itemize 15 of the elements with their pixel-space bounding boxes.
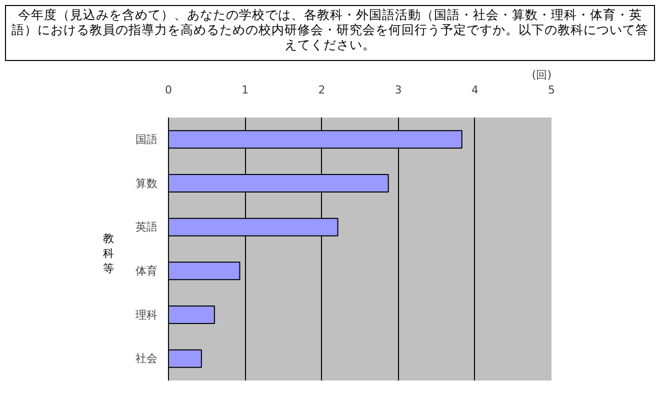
x-tick-label: 0 (165, 84, 172, 96)
x-tick-label: 3 (394, 84, 402, 96)
y-tick-label: 算数 (136, 176, 158, 190)
x-tick-label: 2 (318, 84, 326, 96)
y-tick-label: 社会 (136, 352, 158, 366)
y-tick-label: 体育 (136, 264, 158, 278)
y-tick-label: 理科 (136, 308, 158, 322)
y-axis-title: 教科等 (103, 231, 114, 276)
chart-title: 今年度（見込みを含めて）、あなたの学校では、各教科・外国語活動（国語・社会・算数・理科・体育・英語）における教員の指導力を高めるための校内研修会・研究会を何回行う予定ですか。以下の教科について答えてください。 (10, 7, 650, 52)
x-tick-label: 1 (242, 84, 249, 96)
x-tick-label: 5 (548, 84, 555, 96)
y-tick-label: 国語 (136, 132, 158, 146)
x-axis-title: (回) (532, 68, 552, 82)
y-tick-label: 英語 (136, 220, 158, 234)
x-tick-label: 4 (471, 84, 478, 96)
